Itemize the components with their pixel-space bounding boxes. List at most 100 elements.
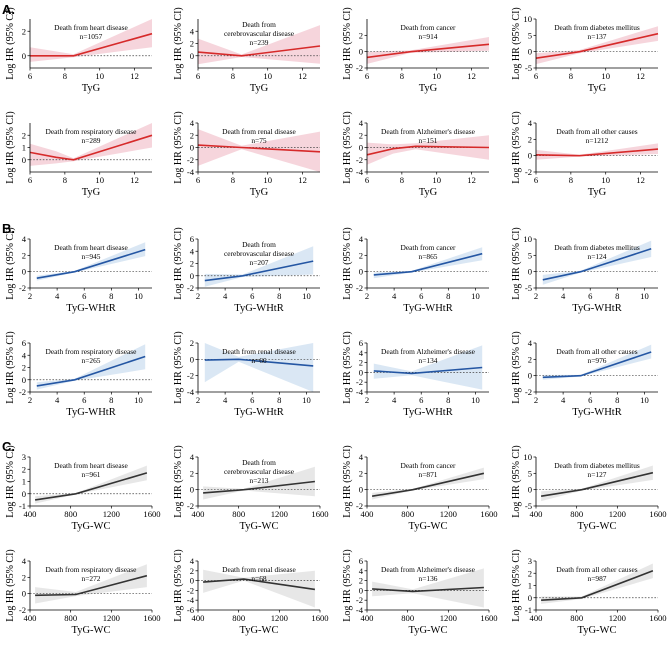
y-tick-label: -5: [525, 63, 532, 73]
y-tick-label: 4: [359, 118, 364, 128]
panel-title-line: n=865: [419, 252, 438, 261]
y-tick-label: -6: [187, 605, 195, 615]
panel-title-line: n=914: [419, 32, 438, 41]
y-tick-label: 4: [22, 556, 27, 566]
x-tick-label: 10: [471, 395, 480, 405]
ci-band: [373, 345, 483, 390]
hr-line: [535, 32, 659, 59]
y-axis-label: Log HR (95% CI): [511, 549, 522, 622]
x-tick-label: 1200: [103, 509, 120, 519]
panel-title-line: Death from respiratory disease: [46, 127, 138, 136]
hr-line: [371, 472, 485, 497]
panel-title-line: Death from diabetes mellitus: [554, 243, 640, 252]
panel-title-line: Death from renal disease: [222, 347, 296, 356]
x-tick-label: 10: [640, 291, 649, 301]
y-tick-label: 4: [22, 234, 27, 244]
x-tick-label: 400: [530, 509, 543, 519]
panel-title-line: Death from all other causes: [556, 565, 637, 574]
y-tick-label: -2: [19, 387, 26, 397]
y-tick-label: 0: [528, 151, 532, 161]
hr-line: [35, 574, 148, 597]
y-tick-label: -4: [356, 167, 364, 177]
y-tick-label: 1: [22, 143, 26, 153]
y-tick-label: 2: [359, 250, 363, 260]
x-tick-label: 12: [467, 71, 476, 81]
y-axis-label: Log HR (95% CI): [511, 331, 522, 404]
y-axis-label: Log HR (95% CI): [5, 227, 16, 300]
ci-band: [204, 343, 314, 392]
panel-title-line: n=272: [82, 574, 101, 583]
panel-title-line: n=976: [588, 356, 607, 365]
hr-line: [366, 43, 490, 59]
y-axis-label: Log HR (95% CI): [5, 445, 16, 518]
y-tick-label: 4: [528, 118, 533, 128]
x-tick-label: 12: [130, 71, 139, 81]
x-axis-label: TyG-WC: [578, 625, 617, 636]
x-axis-label: TyG: [82, 187, 101, 198]
panel-title-line: n=987: [588, 574, 607, 583]
y-tick-label: 2: [190, 338, 194, 348]
chart-panel: -2 0 2 4 2 4 6 8 10 TyG-WHtR Log HR (95% CI) Death …: [5, 227, 152, 314]
x-tick-label: 12: [467, 175, 476, 185]
x-tick-label: 2: [196, 395, 200, 405]
x-tick-label: 10: [263, 71, 272, 81]
panel-title-line: Death from cancer: [401, 243, 457, 252]
y-tick-label: 0: [359, 367, 363, 377]
y-tick-label: 2: [359, 130, 363, 140]
x-tick-label: 10: [95, 175, 104, 185]
chart-panel: -2 0 2 4 2 4 6 8 10 TyG-WHtR Log HR (95% CI) Death …: [342, 227, 489, 314]
y-tick-label: 5: [528, 250, 532, 260]
x-tick-label: 1200: [440, 509, 457, 519]
x-tick-label: 1200: [103, 613, 120, 623]
panel-title-line: n=137: [588, 32, 607, 41]
ci-band: [372, 568, 484, 608]
y-tick-label: 0: [359, 585, 363, 595]
chart-panel: -4 -2 0 2 4 6 8 10 12 TyG Log HR (95% CI) Death fro…: [173, 111, 321, 198]
y-tick-label: -2: [187, 155, 194, 165]
x-tick-label: 1200: [271, 613, 288, 623]
y-tick-label: -5: [525, 501, 532, 511]
y-tick-label: -4: [187, 595, 195, 605]
y-tick-label: 0: [190, 271, 194, 281]
panel-title-line: Death from: [242, 20, 276, 29]
y-tick-label: 0: [190, 576, 194, 586]
ci-band: [36, 344, 146, 390]
y-axis-label: Log HR (95% CI): [173, 227, 184, 300]
section-label-c: C.: [2, 439, 15, 454]
x-tick-label: 6: [534, 71, 539, 81]
x-axis-label: TyG-WC: [578, 521, 617, 532]
panel-title-line: n=127: [588, 470, 607, 479]
panel-title-line: n=136: [419, 574, 438, 583]
x-tick-label: 6: [196, 71, 201, 81]
x-tick-label: 400: [24, 613, 37, 623]
y-tick-label: 0: [528, 267, 532, 277]
y-tick-label: 2: [190, 259, 194, 269]
y-axis-label: Log HR (95% CI): [342, 111, 353, 184]
y-tick-label: 2: [190, 39, 194, 49]
hr-line: [373, 366, 483, 375]
x-tick-label: 1600: [480, 509, 497, 519]
hr-line: [36, 355, 146, 387]
chart-panel: -1 0 1 2 3 400 800 1200 1600 TyG-WC Log HR (95% CI…: [511, 549, 667, 636]
x-axis-label: TyG-WHtR: [572, 407, 621, 418]
y-tick-label: 2: [22, 363, 26, 373]
y-tick-label: 0: [190, 485, 194, 495]
panel-title-line: Death from all other causes: [556, 347, 637, 356]
ci-band: [373, 247, 483, 279]
x-axis-label: TyG-WHtR: [234, 407, 283, 418]
hr-line: [197, 45, 321, 57]
y-tick-label: 0: [359, 47, 363, 57]
y-tick-label: -2: [356, 63, 363, 73]
y-tick-label: 2: [22, 130, 26, 140]
x-tick-label: 1600: [143, 509, 160, 519]
x-tick-label: 1600: [143, 613, 160, 623]
x-tick-label: 1200: [271, 509, 288, 519]
x-tick-label: 10: [432, 71, 441, 81]
y-tick-label: 4: [528, 338, 533, 348]
y-axis-label: Log HR (95% CI): [173, 549, 184, 622]
